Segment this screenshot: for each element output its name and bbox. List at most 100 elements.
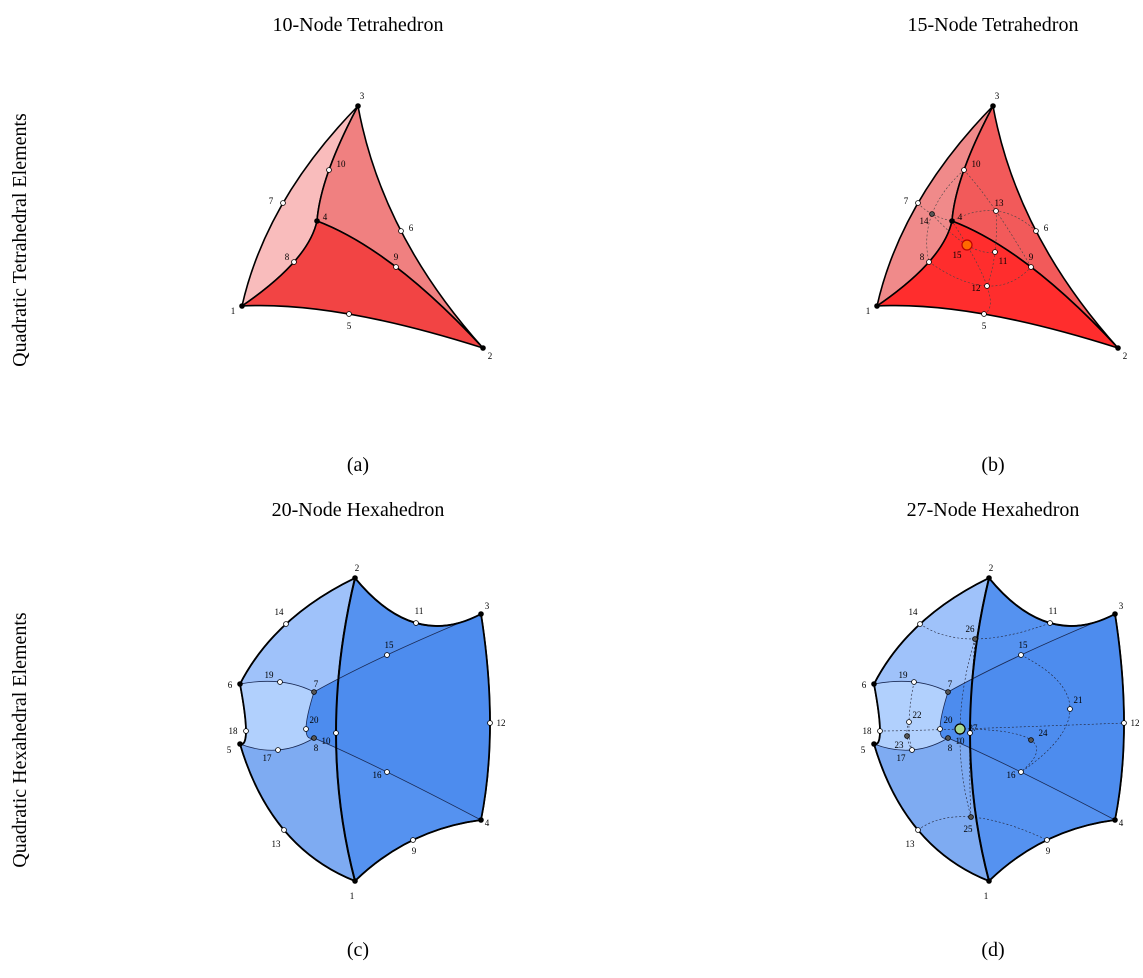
caption: (b)	[981, 454, 1004, 476]
face	[874, 681, 948, 750]
node	[292, 260, 297, 265]
node	[1113, 818, 1118, 823]
node-label: 14	[275, 607, 285, 617]
node	[1116, 346, 1121, 351]
node-label: 4	[958, 212, 963, 222]
node-label: 22	[913, 710, 922, 720]
node-label: 10	[956, 736, 966, 746]
node	[312, 736, 317, 741]
node-label: 17	[263, 753, 273, 763]
node-label: 15	[1019, 640, 1029, 650]
node-label: 1	[984, 891, 989, 901]
node-label: 14	[920, 216, 930, 226]
node	[962, 240, 972, 250]
node	[985, 284, 990, 289]
node	[238, 742, 243, 747]
node-label: 12	[972, 283, 981, 293]
node-label: 12	[497, 718, 506, 728]
node	[987, 879, 992, 884]
node	[238, 682, 243, 687]
node-label: 26	[966, 624, 976, 634]
node	[353, 879, 358, 884]
node-label: 20	[310, 715, 320, 725]
node-label: 8	[285, 252, 290, 262]
node	[334, 731, 339, 736]
node-label: 1	[866, 306, 871, 316]
node-label: 16	[373, 770, 383, 780]
node-label: 6	[228, 680, 233, 690]
node-label: 10	[337, 159, 347, 169]
node	[994, 209, 999, 214]
node	[993, 250, 998, 255]
node	[282, 828, 287, 833]
node	[1034, 229, 1039, 234]
panel-title: 27-Node Hexahedron	[907, 499, 1080, 521]
node	[1048, 621, 1053, 626]
node	[244, 729, 249, 734]
node	[481, 346, 486, 351]
node-label: 6	[1044, 223, 1049, 233]
node-label: 4	[323, 212, 328, 222]
node	[304, 727, 309, 732]
node	[916, 828, 921, 833]
node-label: 3	[1119, 601, 1124, 611]
node	[281, 201, 286, 206]
node-label: 9	[1046, 846, 1051, 856]
node	[905, 734, 910, 739]
node-label: 24	[1039, 728, 1049, 738]
node-label: 5	[982, 321, 987, 331]
node-label: 27	[969, 723, 979, 733]
node-label: 15	[953, 250, 963, 260]
node	[411, 838, 416, 843]
node	[907, 720, 912, 725]
row-label: Quadratic Tetrahedral Elements	[9, 113, 31, 367]
node-label: 19	[899, 670, 909, 680]
node-label: 6	[862, 680, 867, 690]
node-label: 5	[347, 321, 352, 331]
node-label: 18	[863, 726, 873, 736]
node-label: 13	[995, 198, 1005, 208]
node	[982, 312, 987, 317]
node	[872, 682, 877, 687]
node-label: 11	[999, 256, 1008, 266]
node	[962, 168, 967, 173]
node-label: 17	[897, 753, 907, 763]
node-label: 2	[488, 351, 493, 361]
node-label: 8	[920, 252, 925, 262]
node-label: 8	[314, 743, 319, 753]
node	[284, 622, 289, 627]
node-label: 3	[995, 91, 1000, 101]
node	[240, 304, 245, 309]
node	[991, 104, 996, 109]
node-label: 1	[231, 306, 236, 316]
node-label: 21	[1074, 695, 1083, 705]
node	[399, 229, 404, 234]
node	[918, 622, 923, 627]
panel-title: 20-Node Hexahedron	[272, 499, 445, 521]
node-label: 8	[948, 743, 953, 753]
node	[479, 612, 484, 617]
node	[916, 201, 921, 206]
node-label: 11	[1049, 606, 1058, 616]
node	[987, 576, 992, 581]
node	[1045, 838, 1050, 843]
node-label: 11	[415, 606, 424, 616]
node	[875, 304, 880, 309]
node-label: 5	[227, 745, 232, 755]
node	[955, 724, 965, 734]
node	[488, 721, 493, 726]
node	[385, 770, 390, 775]
node	[327, 168, 332, 173]
node	[276, 748, 281, 753]
node-label: 7	[904, 196, 909, 206]
face	[240, 681, 314, 750]
node-label: 12	[1131, 718, 1140, 728]
node-label: 7	[269, 196, 274, 206]
node	[969, 815, 974, 820]
node-label: 9	[412, 846, 417, 856]
node	[910, 748, 915, 753]
node	[938, 727, 943, 732]
node-label: 2	[989, 563, 994, 573]
node	[356, 104, 361, 109]
node-label: 20	[944, 715, 954, 725]
